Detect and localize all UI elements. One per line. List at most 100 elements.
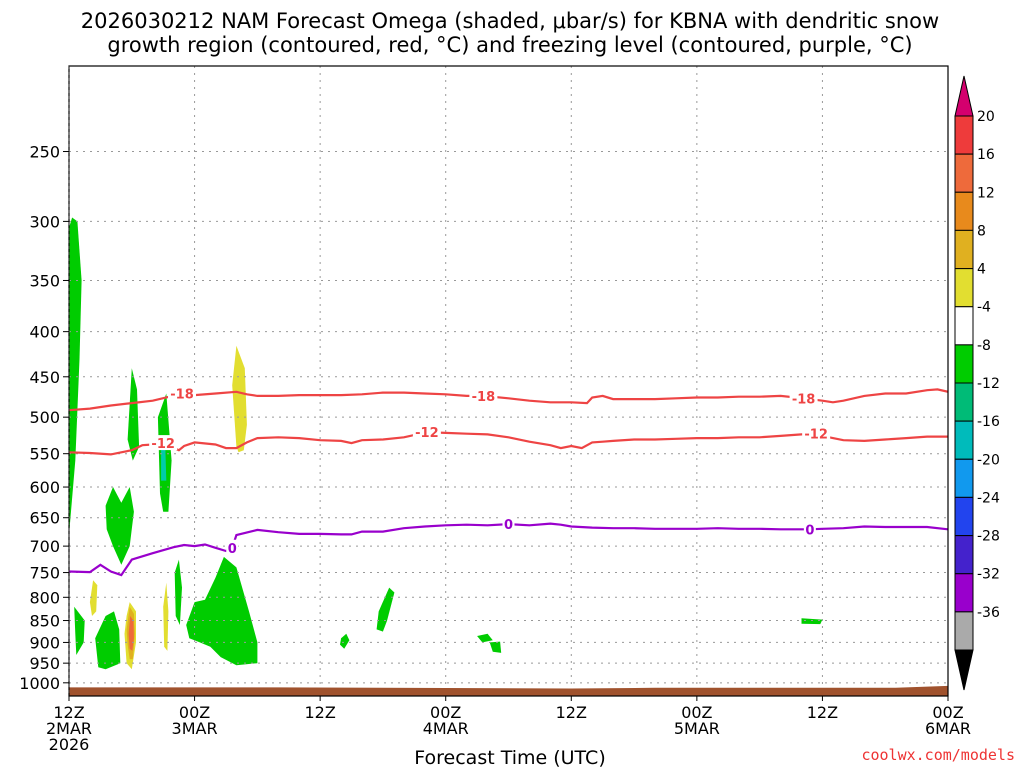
x-tick-label-h12-line1: 00Z [179, 703, 210, 722]
omega-area-7 [161, 446, 167, 481]
colorbar-segment-13 [954, 535, 974, 575]
y-tick-label-850: 850 [29, 612, 60, 631]
omega-area-8 [174, 559, 182, 625]
ground-fill [69, 685, 948, 696]
contour-label-bg [412, 424, 441, 440]
colorbar-segment-8 [954, 344, 974, 384]
contour-label-0-2: 0 [504, 518, 513, 533]
colorbar-label-6: -4 [977, 300, 991, 316]
contour-label-0-1: 0 [228, 542, 237, 557]
ground-layer [69, 685, 948, 696]
colorbar-label-12: -28 [977, 529, 1000, 545]
contour-label-bg [789, 390, 818, 406]
y-axis: 250 300 350 400 450 500 550 600 650 700 750 800 850 9… [19, 143, 69, 693]
y-tick-label-1000: 1000 [19, 674, 60, 693]
y-tick-label-600: 600 [29, 478, 60, 497]
colorbar-segment-7 [954, 306, 974, 346]
colorbar-label-14: -36 [977, 605, 1000, 621]
contour-label--12-1: -12 [151, 437, 175, 452]
y-tick-label-650: 650 [29, 509, 60, 528]
contour-label-bg [502, 516, 515, 532]
contour-label--12-3: -12 [804, 428, 828, 443]
x-tick-label-h60-line2: 5MAR [674, 719, 720, 738]
colorbar-segment-3 [954, 153, 974, 193]
chart-title-line-1: 2026030212 NAM Forecast Omega (shaded, μ… [81, 9, 939, 33]
y-tick-label-550: 550 [29, 445, 60, 464]
contour-line--18 [69, 388, 948, 412]
y-tick-label-300: 300 [29, 212, 60, 231]
colorbar-segment-9 [954, 382, 974, 422]
contour-label-bg [469, 387, 498, 403]
colorbar-segment-11 [954, 458, 974, 498]
omega-area-5 [127, 368, 140, 461]
grid-layer [69, 66, 948, 696]
y-tick-label-250: 250 [29, 143, 60, 162]
contour-label--18-2: -18 [472, 390, 496, 405]
omega-area-9 [186, 556, 258, 666]
colorbar-segment-1 [954, 75, 974, 117]
y-tick-label-450: 450 [29, 368, 60, 387]
x-tick-label-h0-line1: 12Z [53, 703, 84, 722]
y-tick-label-800: 800 [29, 588, 60, 607]
plot-area: -18 -18 -18 -12 -12 -12 0 0 0 [68, 65, 949, 697]
contour-label-bg [168, 385, 197, 401]
colorbar-label-11: -24 [977, 490, 1000, 506]
colorbar-segment-5 [954, 229, 974, 270]
colorbar-label-5: 4 [977, 262, 986, 278]
colorbar-label-3: 12 [977, 185, 995, 201]
colorbar-label-8: -12 [977, 376, 1000, 392]
y-tick-label-750: 750 [29, 564, 60, 583]
x-tick-label-h72-line1: 12Z [807, 703, 838, 722]
colorbar-label-1: 20 [977, 109, 995, 125]
colorbar-segment-12 [954, 496, 974, 537]
omega-shading-layer [69, 217, 823, 670]
colorbar-label-4: 8 [977, 223, 986, 239]
y-tick-label-900: 900 [29, 633, 60, 652]
colorbar-label-10: -20 [977, 452, 1000, 468]
y-tick-label-400: 400 [29, 323, 60, 342]
colorbar-segment-14 [954, 573, 974, 613]
x-tick-label-h0-line3: 2026 [49, 735, 90, 754]
omega-area-3 [95, 611, 121, 670]
x-tick-label-h0-line2: 2MAR [46, 719, 92, 738]
colorbar-segment-2 [954, 115, 974, 155]
x-tick-label-h36-line1: 00Z [430, 703, 461, 722]
x-tick-label-h24-line1: 12Z [304, 703, 335, 722]
y-tick-label-950: 950 [29, 654, 60, 673]
omega-area-15 [89, 580, 98, 616]
omega-area-13 [489, 641, 502, 653]
colorbar-segment-4 [954, 191, 974, 231]
contour-label-bg [149, 435, 178, 451]
contour-label--18-3: -18 [792, 392, 816, 407]
colorbar-segment-16 [954, 649, 974, 691]
omega-colorbar: 20 16 12 8 4 -4 -8 -12 -16 -20 -24 -28 -32 -36 [954, 75, 1000, 691]
x-tick-label-h12-line2: 3MAR [172, 719, 218, 738]
x-tick-label-h84-line1: 00Z [932, 703, 963, 722]
omega-area-1 [69, 217, 82, 535]
colorbar-segment-10 [954, 420, 974, 460]
colorbar-label-2: 16 [977, 147, 995, 163]
contour-label--18-1: -18 [170, 387, 194, 402]
omega-area-18 [232, 345, 247, 453]
contour-line-0 [69, 522, 948, 577]
contour-line--12 [69, 431, 948, 456]
x-tick-label-h84-line2: 6MAR [925, 719, 971, 738]
omega-area-17 [163, 582, 169, 651]
omega-area-14 [801, 618, 823, 625]
omega-area-11 [376, 587, 395, 632]
contour-label-bg [803, 521, 816, 537]
credit-text: coolwx.com/models [861, 746, 1015, 764]
contour-label-bg [802, 425, 831, 441]
y-tick-label-700: 700 [29, 537, 60, 556]
contour-label--12-2: -12 [415, 426, 439, 441]
y-tick-label-350: 350 [29, 271, 60, 290]
colorbar-label-9: -16 [977, 414, 1000, 430]
x-tick-label-h36-line2: 4MAR [423, 719, 469, 738]
x-tick-label-h48-line1: 12Z [556, 703, 587, 722]
colorbar-label-7: -8 [977, 338, 991, 354]
chart-title-line-2: growth region (contoured, red, °C) and f… [107, 33, 912, 57]
omega-area-2 [74, 606, 85, 655]
omega-area-4 [105, 487, 134, 565]
x-tick-label-h60-line1: 00Z [681, 703, 712, 722]
y-tick-label-500: 500 [29, 408, 60, 427]
